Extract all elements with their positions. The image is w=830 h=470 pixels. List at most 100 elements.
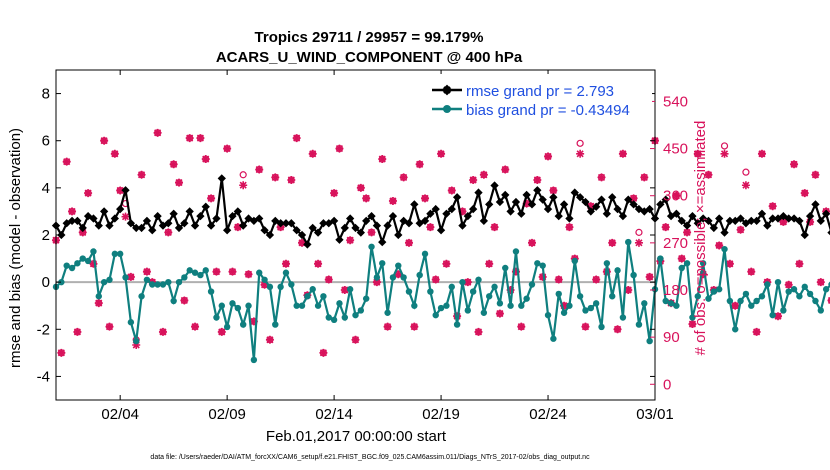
rmse-point: [362, 216, 371, 226]
obs-assimilated-point: [207, 194, 216, 203]
obs-assimilated-point: [592, 275, 601, 284]
obs-assimilated-point: [511, 267, 520, 276]
rmse-point: [682, 221, 692, 230]
rmse-point: [554, 211, 563, 221]
obs-assimilated-point: [618, 149, 627, 158]
rmse-point: [527, 200, 537, 209]
obs-assimilated-point: [292, 134, 301, 143]
obs-assimilated-point: [463, 278, 472, 287]
rmse-point: [586, 207, 595, 216]
obs-assimilated-point: [795, 259, 804, 268]
obs-assimilated-point: [169, 160, 178, 169]
obs-assimilated-point: [757, 149, 766, 158]
bias-point: [175, 278, 183, 286]
bias-point: [336, 300, 343, 307]
obs-assimilated-point: [442, 259, 451, 268]
bias-point: [769, 311, 776, 319]
right-y-axis-label: # of obs: o=possible; ×=assimilated: [692, 121, 709, 356]
obs-assimilated-point: [260, 280, 269, 289]
obs-assimilated-point: [356, 183, 365, 192]
bias-point: [699, 260, 707, 267]
obs-assimilated-point: [383, 322, 392, 331]
right-y-tick-label: 450: [663, 141, 688, 158]
bias-point: [282, 269, 290, 276]
x-tick-label: 02/14: [315, 406, 353, 423]
rmse-point: [479, 216, 489, 226]
left-y-tick-label: 8: [42, 86, 50, 103]
rmse-point: [329, 216, 339, 226]
bias-point: [502, 264, 509, 272]
bias-point: [400, 274, 407, 281]
obs-assimilated-point: [308, 149, 317, 158]
obs-assimilated-point: [629, 194, 638, 203]
obs-assimilated-point: [458, 207, 467, 216]
bias-point: [325, 314, 332, 321]
obs-assimilated-point: [78, 228, 87, 237]
legend-rmse-label: rmse grand pr = 2.793: [466, 83, 614, 100]
rmse-point: [452, 193, 462, 202]
rmse-point: [180, 219, 189, 228]
obs-assimilated-point: [367, 228, 376, 237]
rmse-point: [613, 204, 622, 214]
obs-assimilated-point: [399, 173, 408, 182]
x-tick-label: 02/19: [422, 406, 460, 423]
bias-point: [266, 283, 274, 291]
rmse-point: [581, 197, 590, 207]
obs-assimilated-point: [121, 212, 130, 221]
bias-point: [560, 309, 568, 316]
bias-point: [806, 290, 814, 298]
obs-assimilated-point: [816, 278, 825, 287]
bias-point: [74, 260, 81, 267]
bias-point: [79, 255, 86, 262]
rmse-point: [148, 226, 157, 235]
bias-point: [790, 286, 798, 293]
bias-point: [197, 271, 204, 279]
obs-assimilated-point: [790, 160, 799, 169]
obs-assimilated-point: [672, 191, 681, 200]
legend-bias-label: bias grand pr = -0.43494: [466, 102, 630, 119]
obs-assimilated-point: [431, 275, 440, 284]
footer-data-file: data file: /Users/raeder/DAI/ATM_forcXX/…: [150, 454, 590, 461]
rmse-point: [485, 200, 494, 209]
obs-assimilated-point: [394, 270, 403, 279]
obs-assimilated-point: [522, 199, 531, 208]
obs-assimilated-point: [330, 189, 339, 198]
rmse-point: [469, 204, 478, 214]
bias-point: [641, 300, 648, 307]
obs-assimilated-point: [281, 259, 290, 268]
obs-assimilated-point: [265, 335, 274, 344]
rmse-series: [51, 174, 830, 249]
obs-assimilated-point: [645, 272, 654, 281]
rmse-point: [436, 226, 446, 235]
obs-assimilated-point: [661, 223, 670, 232]
bias-point: [234, 304, 242, 312]
bias-point: [737, 297, 744, 305]
obs-assimilated-point: [811, 170, 820, 179]
bias-point: [411, 302, 418, 309]
bias-point: [127, 319, 135, 326]
rmse-point: [126, 219, 136, 228]
bias-point: [544, 311, 552, 319]
rmse-point: [410, 200, 419, 209]
bias-point: [346, 286, 354, 293]
chart-title-line1: Tropics 29711 / 29957 = 99.179%: [255, 29, 484, 46]
bias-point: [625, 238, 632, 246]
rmse-point: [533, 186, 542, 195]
obs-assimilated-point: [699, 270, 708, 279]
rmse-point: [89, 214, 98, 223]
bias-point: [469, 288, 477, 295]
obs-assimilated-point: [201, 155, 210, 164]
rmse-point: [645, 204, 654, 214]
bias-point: [742, 290, 750, 298]
obs-assimilated-point: [185, 134, 194, 143]
rmse-point: [388, 211, 398, 221]
rmse-point: [677, 216, 686, 226]
right-y-tick-label: 270: [663, 235, 688, 252]
rmse-point: [517, 209, 526, 218]
rmse-point: [715, 214, 724, 223]
bias-point: [582, 307, 589, 314]
bias-point: [694, 293, 701, 300]
bias-point: [587, 304, 595, 312]
bias-point: [726, 297, 734, 305]
